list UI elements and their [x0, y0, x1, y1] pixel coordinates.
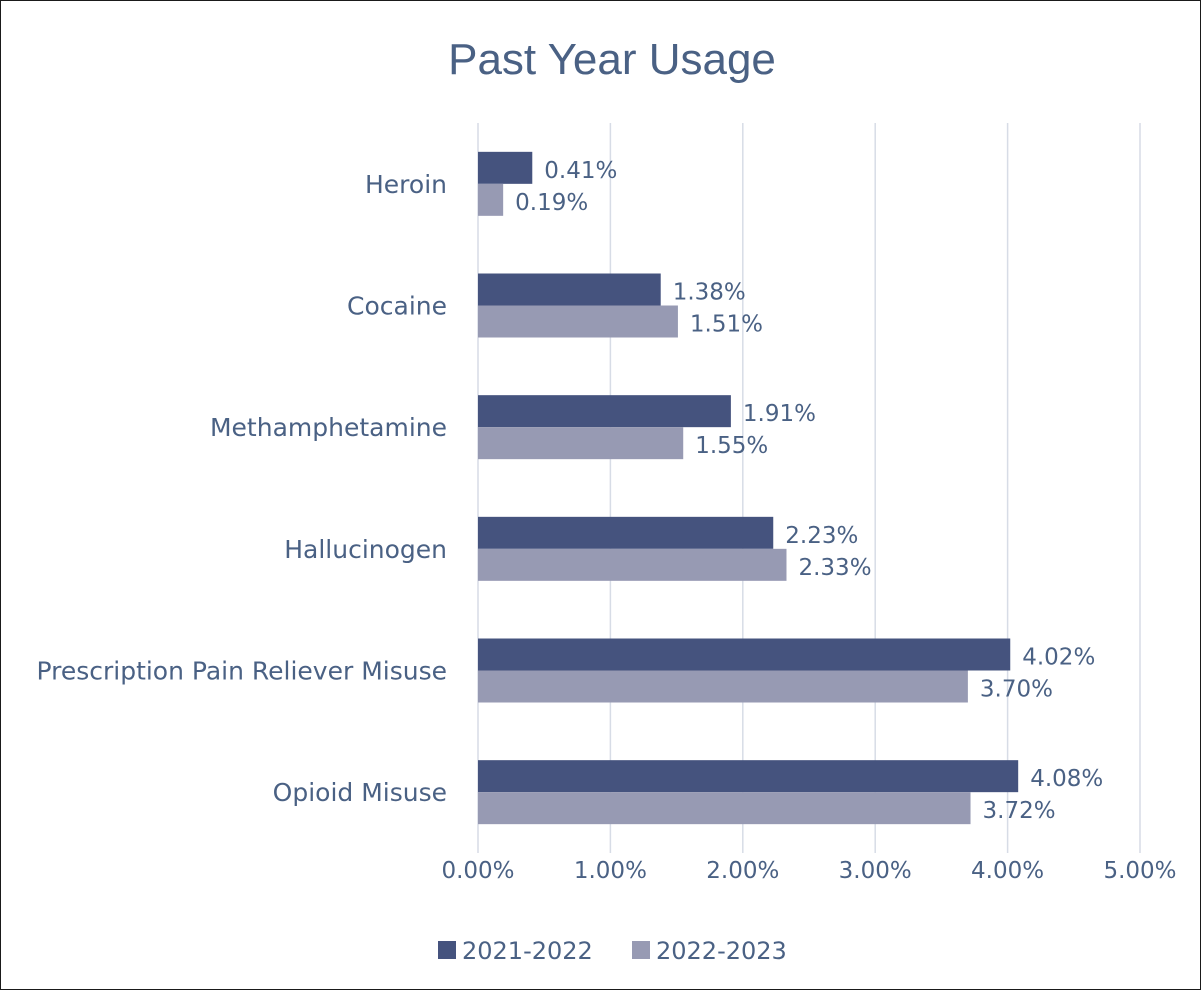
data-label: 0.19% — [515, 190, 588, 216]
data-label: 1.38% — [673, 280, 746, 306]
legend-label: 2022-2023 — [656, 937, 787, 965]
bar — [478, 183, 504, 216]
category-label: Hallucinogen — [284, 535, 447, 564]
legend-swatch — [438, 941, 456, 959]
x-tick-label: 5.00% — [1103, 858, 1176, 884]
x-tick-label: 2.00% — [706, 858, 779, 884]
bar — [478, 516, 774, 549]
data-label: 2.33% — [798, 555, 871, 581]
x-tick-label: 3.00% — [839, 858, 912, 884]
bar — [478, 760, 1019, 793]
data-label: 4.08% — [1030, 766, 1103, 792]
category-labels: Heroin Cocaine Methamphetamine Hallucinogen… — [36, 170, 447, 807]
data-labels: 0.41% 0.19% 1.38% 1.51% 1.91% 1.55% 2.23% 2.33%… — [515, 158, 1103, 824]
x-tick-label: 1.00% — [574, 858, 647, 884]
category-label: Cocaine — [347, 292, 447, 321]
bar — [478, 305, 678, 338]
data-label: 4.02% — [1022, 645, 1095, 671]
bar — [478, 638, 1011, 671]
bars — [478, 151, 1019, 825]
data-label: 0.41% — [544, 158, 617, 184]
bar — [478, 427, 684, 460]
data-label: 1.55% — [695, 433, 768, 459]
data-label: 1.91% — [743, 401, 816, 427]
category-label: Opioid Misuse — [273, 778, 447, 807]
x-tick-label: 0.00% — [441, 858, 514, 884]
data-label: 1.51% — [690, 312, 763, 338]
category-label: Methamphetamine — [210, 413, 447, 442]
bar — [478, 670, 968, 703]
gridlines — [477, 123, 1141, 853]
legend-label: 2021-2022 — [462, 937, 593, 965]
bar — [478, 548, 787, 581]
bar — [478, 151, 533, 184]
legend: 2021-2022 2022-2023 — [438, 937, 787, 965]
bar — [478, 792, 971, 825]
x-tick-label: 4.00% — [971, 858, 1044, 884]
data-label: 3.72% — [983, 798, 1056, 824]
chart-title: Past Year Usage — [448, 35, 776, 84]
bar — [478, 395, 731, 428]
bar — [478, 273, 661, 306]
data-label: 2.23% — [785, 523, 858, 549]
category-label: Prescription Pain Reliever Misuse — [36, 657, 447, 686]
legend-swatch — [632, 941, 650, 959]
category-label: Heroin — [365, 170, 447, 199]
data-label: 3.70% — [980, 677, 1053, 703]
x-axis-ticks: 0.00% 1.00% 2.00% 3.00% 4.00% 5.00% — [441, 858, 1176, 884]
